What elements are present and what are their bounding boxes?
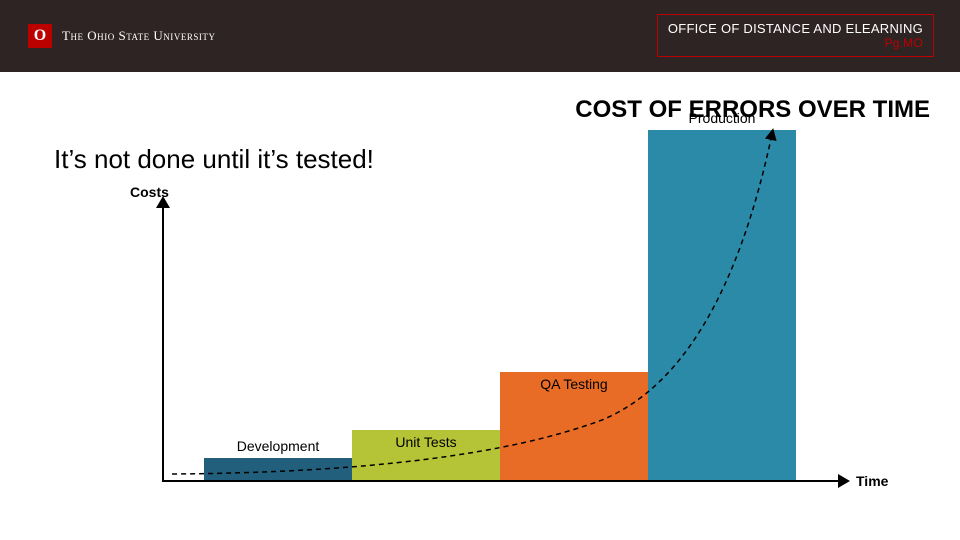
page-subtitle: It’s not done until it’s tested! bbox=[54, 144, 374, 175]
university-logo: O bbox=[28, 24, 52, 48]
university-name: The Ohio State University bbox=[62, 28, 215, 44]
cost-chart: Costs Time DevelopmentUnit TestsQA Testi… bbox=[130, 190, 870, 490]
cost-curve bbox=[162, 190, 842, 480]
office-line2: Pg.MO bbox=[668, 36, 923, 50]
header-bar: O The Ohio State University OFFICE OF DI… bbox=[0, 0, 960, 72]
x-axis-line bbox=[162, 480, 842, 482]
office-box: OFFICE OF DISTANCE AND ELEARNING Pg.MO bbox=[657, 14, 934, 57]
office-line1: OFFICE OF DISTANCE AND ELEARNING bbox=[668, 21, 923, 36]
x-axis-label: Time bbox=[856, 473, 888, 489]
bar-label: Production bbox=[648, 110, 796, 126]
